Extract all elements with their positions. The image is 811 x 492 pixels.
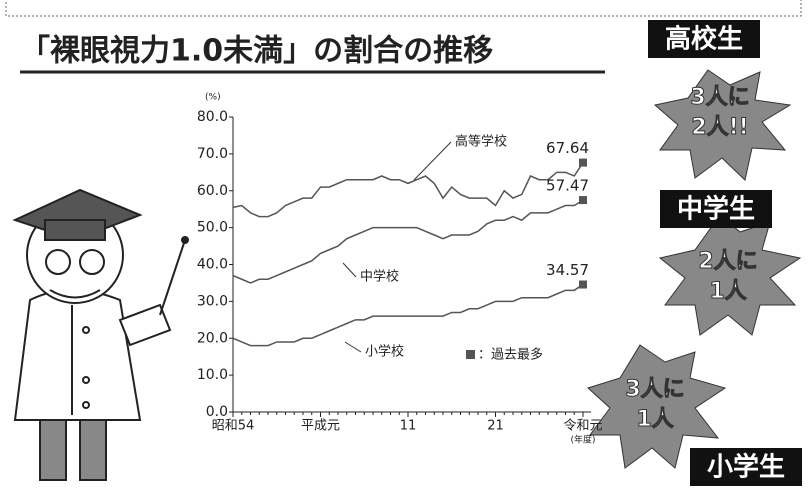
y-tick-label: 80.0 bbox=[197, 109, 228, 125]
star-text: 3人に bbox=[625, 377, 684, 402]
starburst bbox=[660, 215, 800, 335]
record-legend-marker bbox=[466, 350, 475, 359]
series-line bbox=[233, 285, 583, 346]
badge-text: 小学生 bbox=[707, 452, 785, 483]
record-marker bbox=[579, 159, 587, 167]
record-marker bbox=[579, 281, 587, 289]
leader-line bbox=[343, 263, 356, 277]
badge-text: 中学生 bbox=[677, 194, 755, 225]
series-line bbox=[233, 163, 583, 217]
y-tick-label: 50.0 bbox=[197, 220, 228, 236]
y-tick-label: 10.0 bbox=[197, 367, 228, 383]
series-name: 高等学校 bbox=[455, 134, 507, 150]
page: 「裸眼視力1.0未満」の割合の推移 ：過去最多 (%)0.010.020.030… bbox=[0, 0, 811, 492]
record-marker bbox=[579, 196, 587, 204]
y-tick-label: 30.0 bbox=[197, 293, 228, 309]
y-axis-label: (%) bbox=[205, 93, 221, 103]
star-text: 2人!! bbox=[691, 115, 748, 140]
y-tick-label: 20.0 bbox=[197, 330, 228, 346]
record-legend: ：過去最多 bbox=[478, 347, 543, 363]
star-text: 2人に bbox=[698, 249, 757, 274]
star-text: 1人 bbox=[709, 279, 746, 304]
series-name: 小学校 bbox=[365, 344, 404, 360]
data-label: 34.57 bbox=[546, 261, 589, 279]
y-tick-label: 70.0 bbox=[197, 146, 228, 162]
leader-line bbox=[414, 142, 451, 180]
x-tick-label: 昭和54 bbox=[212, 419, 255, 434]
series-name: 中学校 bbox=[360, 269, 399, 285]
leader-line bbox=[345, 342, 361, 352]
badge-text: 高校生 bbox=[665, 24, 743, 55]
x-tick-label: 令和元 bbox=[563, 419, 602, 434]
data-label: 57.47 bbox=[546, 177, 589, 195]
x-tick-label: 平成元 bbox=[301, 419, 340, 434]
star-text: 1人 bbox=[636, 407, 673, 432]
professor-illustration bbox=[15, 190, 188, 480]
chart-title: 「裸眼視力1.0未満」の割合の推移 bbox=[20, 34, 493, 69]
x-tick-label: 11 bbox=[400, 419, 417, 434]
star-text: 3人に bbox=[690, 85, 749, 110]
x-tick-label: 21 bbox=[487, 419, 504, 434]
series-line bbox=[233, 200, 583, 283]
top-frame bbox=[6, 0, 801, 16]
y-tick-label: 60.0 bbox=[197, 183, 228, 199]
x-axis-label: (年度) bbox=[570, 434, 595, 446]
y-tick-label: 40.0 bbox=[197, 257, 228, 273]
data-label: 67.64 bbox=[546, 139, 589, 157]
